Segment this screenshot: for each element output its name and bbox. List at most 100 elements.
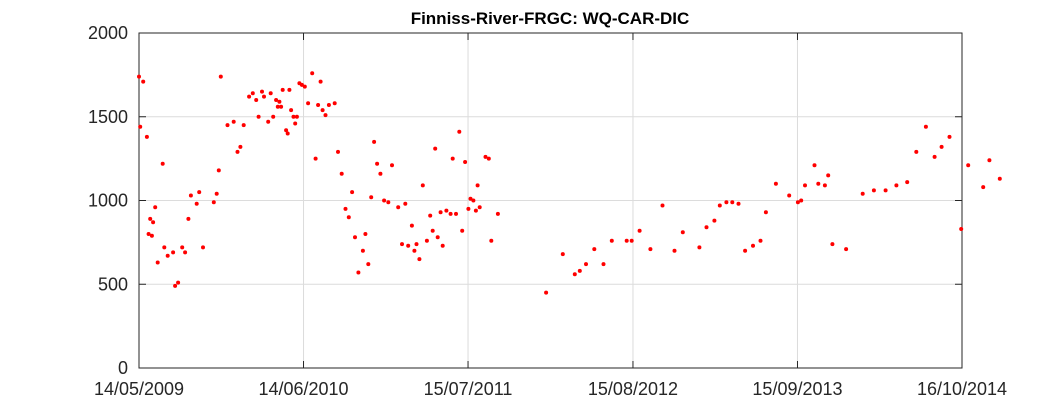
data-point bbox=[346, 215, 351, 220]
data-point bbox=[743, 248, 748, 253]
data-point bbox=[712, 218, 717, 223]
data-point bbox=[262, 94, 266, 99]
data-point bbox=[812, 163, 817, 168]
data-point bbox=[149, 233, 154, 238]
data-point bbox=[412, 248, 417, 253]
data-point bbox=[717, 203, 722, 208]
data-point bbox=[751, 243, 755, 248]
data-point bbox=[332, 101, 337, 106]
data-point bbox=[148, 216, 153, 221]
data-point bbox=[254, 98, 259, 102]
data-point bbox=[287, 87, 292, 92]
data-point bbox=[284, 128, 289, 133]
data-point bbox=[592, 247, 597, 252]
data-point bbox=[260, 89, 264, 94]
data-point bbox=[803, 183, 807, 188]
data-point bbox=[704, 225, 709, 230]
x-tick-label: 15/09/2013 bbox=[752, 379, 842, 399]
data-point bbox=[268, 91, 273, 96]
data-point bbox=[378, 171, 383, 176]
data-point bbox=[250, 91, 255, 96]
data-point bbox=[141, 79, 146, 84]
y-tick-label: 500 bbox=[98, 274, 128, 294]
data-point bbox=[473, 208, 478, 213]
data-point bbox=[194, 201, 199, 206]
data-point bbox=[382, 198, 387, 203]
x-tick-label: 15/08/2012 bbox=[588, 379, 678, 399]
data-point bbox=[660, 203, 665, 208]
data-point bbox=[894, 183, 899, 188]
data-point bbox=[372, 139, 377, 144]
data-point bbox=[987, 158, 992, 163]
data-point bbox=[905, 180, 910, 185]
data-point bbox=[959, 227, 964, 231]
data-point bbox=[637, 228, 642, 233]
data-point bbox=[697, 245, 702, 250]
chart-title: Finniss-River-FRGC: WQ-CAR-DIC bbox=[411, 9, 690, 28]
data-point bbox=[155, 260, 160, 265]
data-point bbox=[275, 104, 280, 109]
data-point bbox=[186, 216, 191, 221]
data-point bbox=[183, 250, 188, 255]
y-tick-label: 1500 bbox=[88, 107, 128, 127]
data-point bbox=[363, 232, 368, 236]
data-point bbox=[483, 154, 488, 159]
data-point bbox=[414, 242, 419, 247]
data-point bbox=[247, 94, 252, 99]
data-point bbox=[966, 163, 971, 168]
data-point bbox=[457, 129, 462, 134]
data-point bbox=[336, 149, 340, 154]
data-point bbox=[468, 196, 473, 201]
data-point bbox=[310, 71, 315, 76]
data-point bbox=[277, 99, 282, 104]
data-point bbox=[153, 205, 158, 210]
data-point bbox=[318, 79, 323, 84]
data-point bbox=[438, 210, 443, 215]
data-point bbox=[816, 181, 821, 186]
data-point bbox=[294, 114, 299, 119]
data-point bbox=[188, 193, 193, 198]
data-point bbox=[165, 253, 170, 258]
data-point bbox=[225, 123, 230, 128]
data-point bbox=[291, 114, 296, 119]
data-point bbox=[171, 250, 176, 255]
data-point bbox=[629, 238, 634, 243]
data-point bbox=[386, 200, 391, 205]
data-point bbox=[218, 74, 223, 79]
data-point bbox=[799, 198, 804, 203]
data-point bbox=[947, 134, 952, 139]
data-points bbox=[137, 71, 1002, 295]
data-point bbox=[826, 173, 831, 178]
data-point bbox=[463, 160, 468, 164]
grid bbox=[139, 33, 962, 368]
data-point bbox=[883, 188, 888, 193]
data-point bbox=[266, 119, 271, 124]
data-point bbox=[914, 149, 919, 154]
data-point bbox=[241, 123, 246, 128]
data-point bbox=[231, 119, 236, 124]
data-point bbox=[406, 243, 411, 248]
data-point bbox=[216, 168, 221, 173]
data-point bbox=[560, 252, 565, 257]
data-point bbox=[146, 232, 151, 236]
data-point bbox=[450, 156, 455, 161]
data-point bbox=[440, 243, 445, 248]
data-point bbox=[486, 156, 491, 161]
x-tick-label: 14/05/2009 bbox=[94, 379, 184, 399]
x-tick-label: 15/07/2011 bbox=[424, 379, 513, 399]
data-point bbox=[274, 98, 279, 102]
data-point bbox=[137, 74, 141, 79]
data-point bbox=[160, 161, 165, 166]
data-point bbox=[609, 238, 614, 243]
data-point bbox=[424, 238, 429, 243]
data-point bbox=[572, 272, 577, 277]
data-point bbox=[544, 290, 549, 295]
data-point bbox=[339, 171, 344, 176]
data-point bbox=[981, 185, 986, 190]
data-point bbox=[680, 230, 685, 235]
data-point bbox=[409, 223, 414, 228]
data-point bbox=[313, 156, 318, 161]
data-point bbox=[601, 262, 606, 267]
data-point bbox=[428, 213, 433, 218]
